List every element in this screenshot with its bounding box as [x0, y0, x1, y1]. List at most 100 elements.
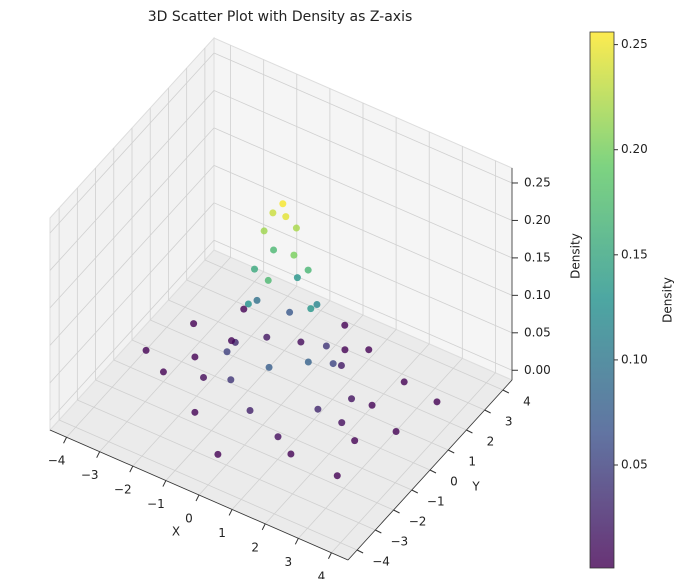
- x-tick-label: 0: [185, 512, 193, 526]
- tick-mark: [466, 429, 473, 434]
- point: [341, 346, 349, 354]
- point: [433, 398, 441, 406]
- point: [265, 363, 273, 371]
- y-axis-label: Y: [471, 480, 480, 494]
- y-tick-label: 0: [450, 475, 458, 489]
- point: [227, 376, 235, 384]
- grid-line: [213, 239, 513, 371]
- tick-mark: [129, 465, 134, 473]
- colorbar-tick-label: 0.25: [621, 37, 648, 51]
- grid-line: [131, 339, 431, 471]
- point: [190, 320, 198, 328]
- point: [307, 305, 315, 313]
- point: [329, 360, 337, 368]
- point: [279, 200, 287, 208]
- z-tick-label: 0.25: [524, 175, 551, 189]
- grid-line: [213, 202, 513, 334]
- tick-mark: [63, 436, 68, 444]
- point: [304, 358, 312, 366]
- point: [290, 251, 298, 259]
- colorbar: [589, 31, 615, 569]
- point: [368, 401, 376, 409]
- x-tick-label: 3: [285, 555, 293, 569]
- tick-mark: [261, 523, 266, 531]
- y-tick-label: −4: [372, 555, 390, 569]
- tick-mark: [356, 549, 364, 554]
- y-tick-label: 1: [468, 455, 476, 469]
- grid-line: [213, 164, 513, 296]
- z-tick-label: 0.20: [524, 213, 551, 227]
- x-tick-label: 2: [251, 540, 259, 554]
- point: [260, 227, 268, 235]
- tick-mark: [411, 489, 419, 494]
- point: [142, 346, 150, 354]
- point: [338, 419, 346, 427]
- x-tick-label: 4: [318, 569, 326, 579]
- tick-mark: [502, 389, 510, 394]
- point: [200, 373, 208, 381]
- axis-line: [347, 379, 513, 561]
- tick-mark: [162, 480, 167, 487]
- y-tick-label: −2: [409, 515, 427, 529]
- point: [286, 308, 294, 316]
- point: [351, 437, 359, 445]
- tick-mark: [393, 509, 400, 514]
- y-tick-label: 4: [523, 395, 531, 409]
- x-axis-label: X: [172, 525, 180, 539]
- point: [313, 300, 321, 308]
- z-tick-label: 0.15: [524, 250, 551, 264]
- grid-line: [49, 239, 215, 421]
- point: [228, 337, 236, 345]
- point: [274, 433, 282, 441]
- point: [263, 333, 271, 341]
- axis-line: [49, 429, 349, 561]
- grid-line: [49, 165, 215, 346]
- colorbar-tick-label: 0.10: [621, 352, 648, 366]
- colorbar-tick-label: 0.05: [621, 458, 648, 472]
- colorbar-tick-label: 0.20: [621, 142, 648, 156]
- y-tick-label: −3: [390, 535, 408, 549]
- grid-line: [58, 419, 358, 551]
- grid-line: [213, 90, 513, 221]
- colorbar-tick-label: 0.15: [621, 247, 648, 261]
- point: [223, 348, 231, 356]
- x-tick-label: −3: [81, 468, 99, 482]
- grid-line: [49, 90, 215, 271]
- z-axis-label: Density: [569, 233, 583, 279]
- tick-mark: [327, 552, 332, 560]
- grid-line: [49, 127, 215, 309]
- tick-mark: [294, 538, 299, 545]
- tick-mark: [375, 529, 382, 534]
- point: [322, 342, 330, 350]
- point: [292, 224, 300, 232]
- z-tick-label: 0.10: [524, 288, 551, 302]
- grid-line: [204, 259, 504, 391]
- grid-line: [213, 127, 513, 259]
- grid-line: [77, 399, 376, 531]
- point: [264, 276, 272, 284]
- point: [333, 472, 341, 480]
- point: [293, 274, 301, 282]
- grid-line: [113, 359, 412, 491]
- grid-line: [49, 202, 215, 384]
- point: [240, 305, 248, 313]
- point: [282, 213, 290, 221]
- grid-line: [213, 52, 513, 184]
- point: [159, 368, 167, 376]
- grid-line: [186, 279, 485, 411]
- point: [341, 321, 349, 329]
- point: [214, 450, 222, 458]
- tick-mark: [447, 449, 455, 454]
- point: [287, 450, 295, 458]
- tick-mark: [195, 494, 200, 502]
- grid-line: [49, 52, 215, 234]
- point: [348, 395, 356, 403]
- point: [314, 405, 322, 413]
- point: [297, 338, 305, 346]
- point: [253, 296, 261, 304]
- panes: [49, 36, 513, 561]
- tick-mark: [484, 409, 491, 414]
- point: [270, 246, 278, 254]
- point: [269, 209, 277, 217]
